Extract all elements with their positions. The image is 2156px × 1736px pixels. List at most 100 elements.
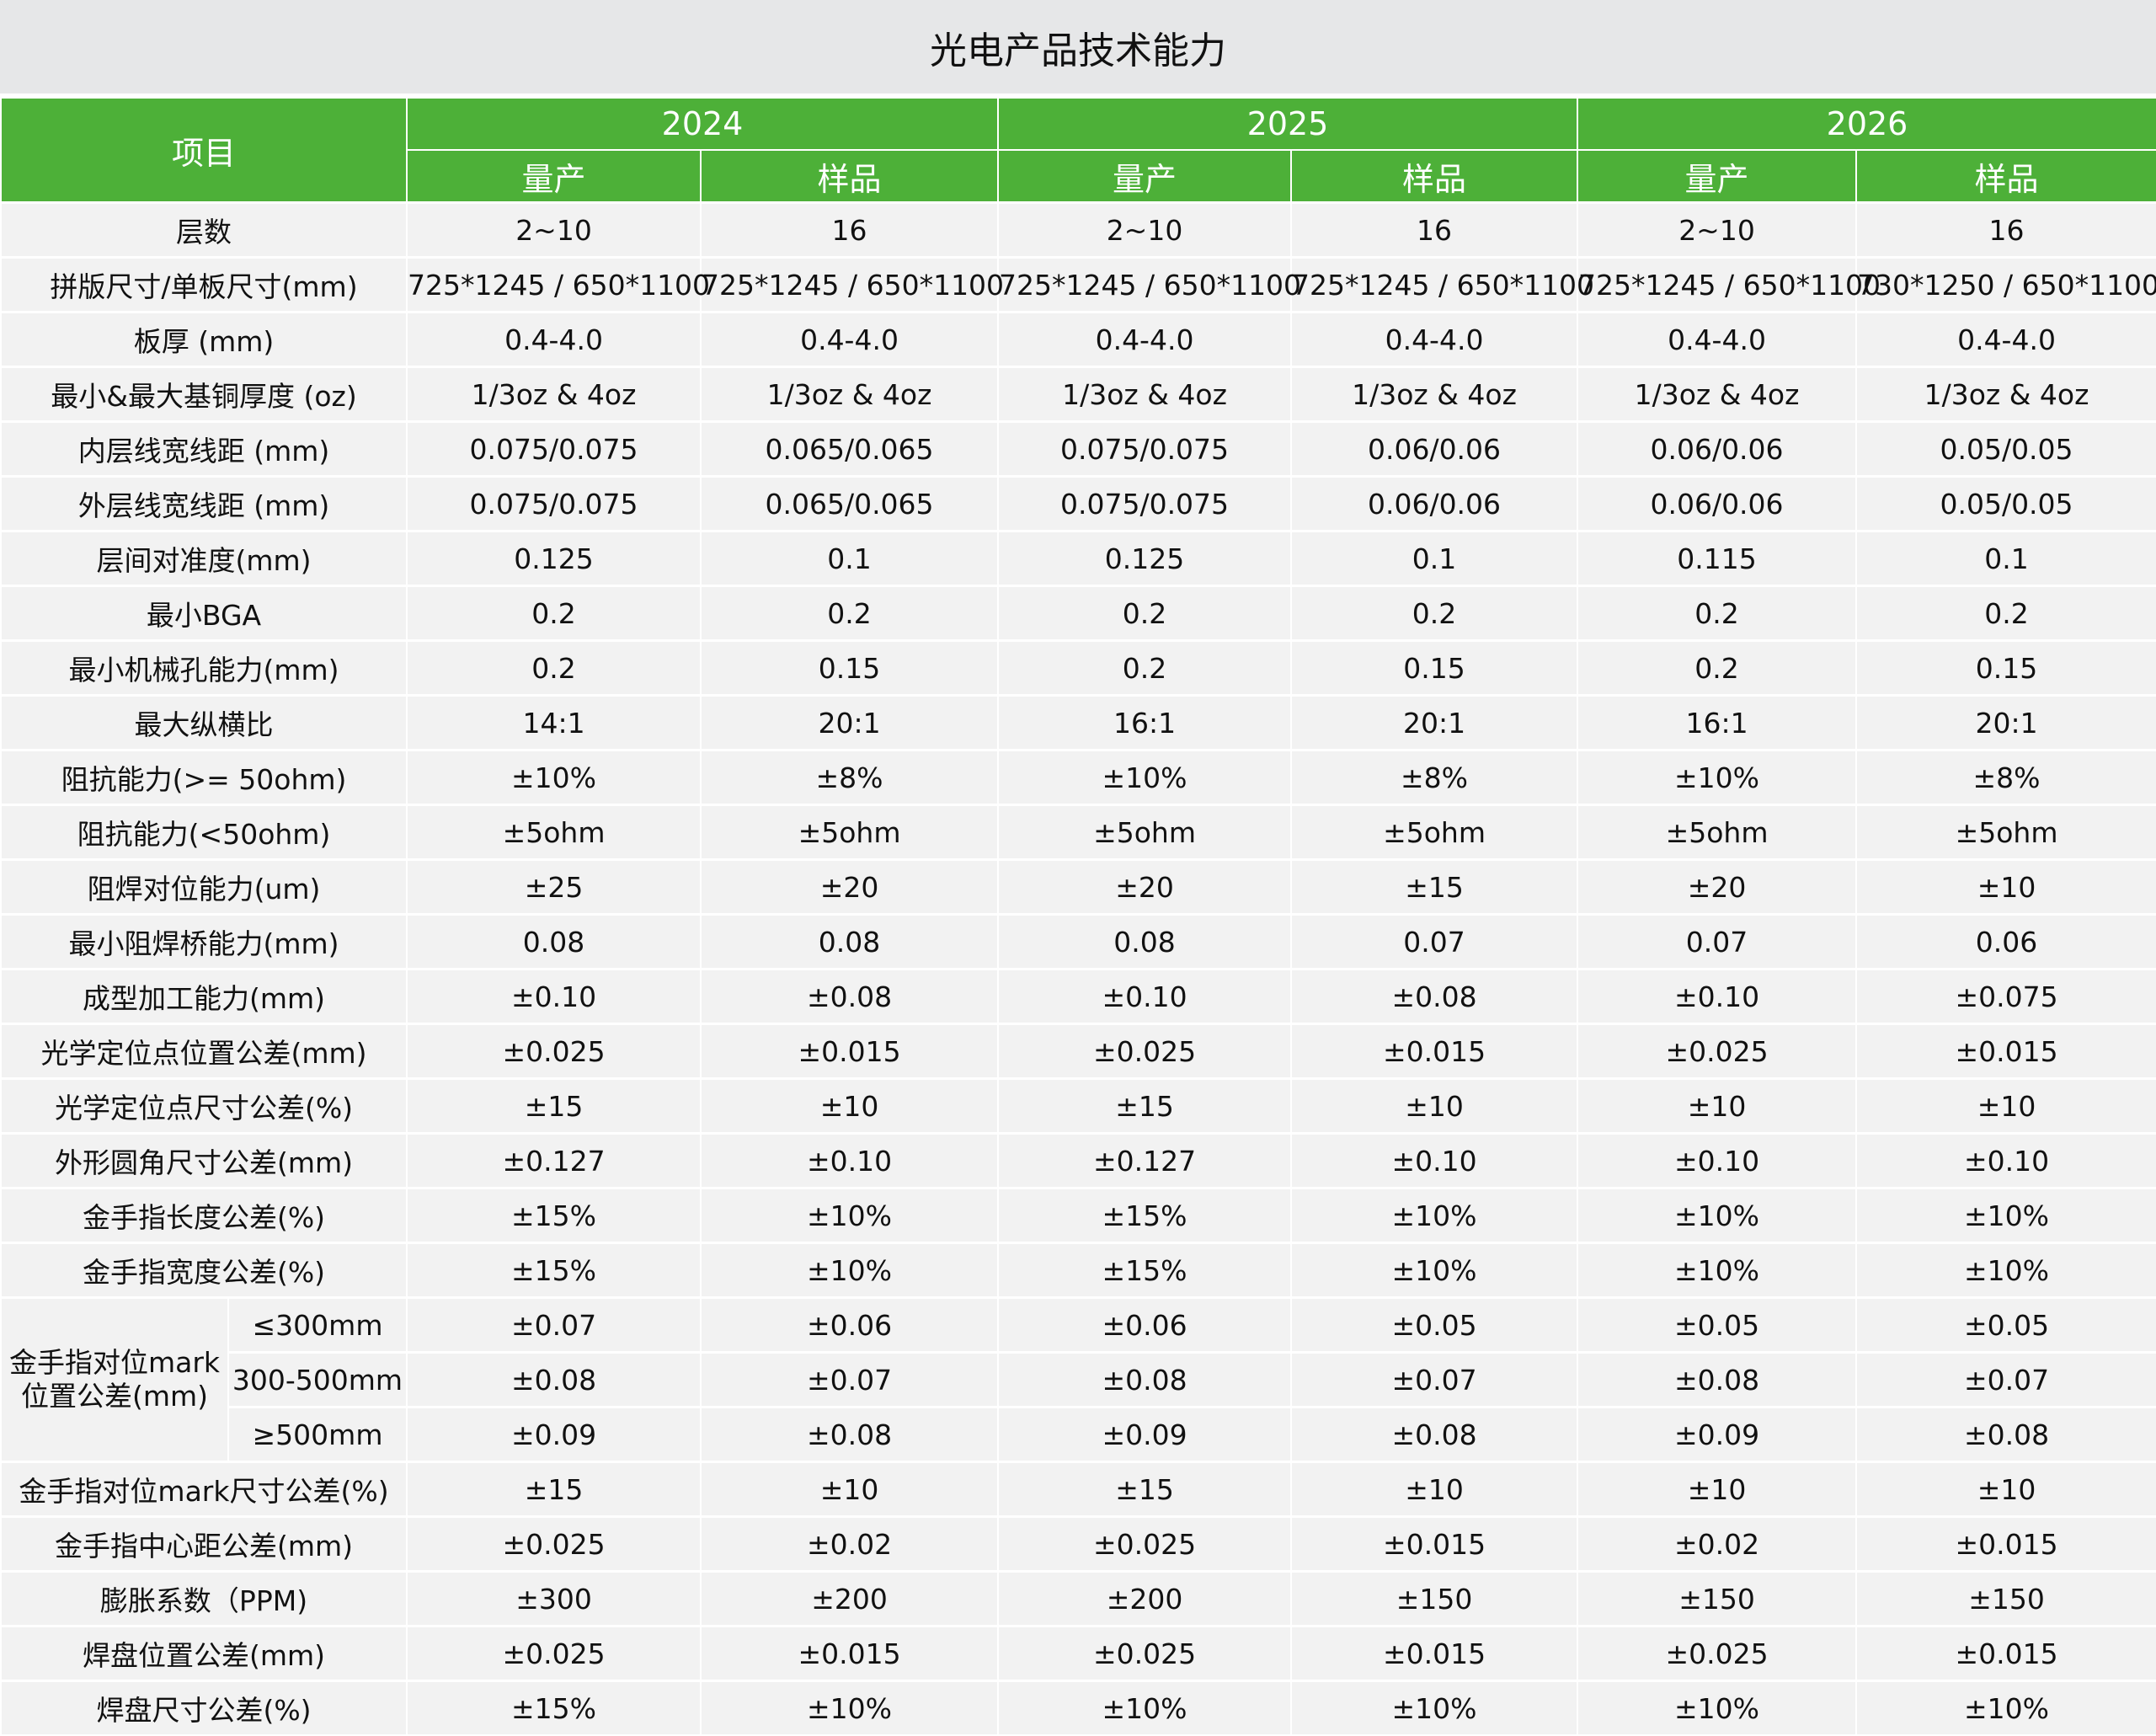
table-row: 金手指对位mark尺寸公差(%) ±15 ±10 ±15 ±10 ±10 ±10: [0, 1461, 2156, 1518]
cell-value: 0.2: [997, 639, 1293, 697]
cell-value: 1/3oz & 4oz: [406, 366, 702, 423]
cell-value: 0.125: [406, 530, 702, 587]
cell-value: 1/3oz & 4oz: [700, 366, 1000, 423]
header-sub: 样品: [1855, 149, 2156, 204]
cell-value: 0.07: [1290, 913, 1579, 970]
cell-value: ±5ohm: [700, 804, 1000, 861]
cell-value: 0.075/0.075: [997, 475, 1293, 532]
cell-value: ±0.025: [406, 1023, 702, 1080]
cell-value: ±0.09: [406, 1406, 702, 1463]
cell-value: ±0.10: [406, 968, 702, 1025]
cell-value: ±0.015: [1855, 1515, 2156, 1573]
cell-value: ±5ohm: [1577, 804, 1858, 861]
row-label: 最小阻焊桥能力(mm): [0, 913, 408, 970]
table-row: 金手指对位mark位置公差(mm) ≤300mm ±0.07 ±0.06 ±0.06 ±0…: [0, 1296, 2156, 1463]
cell-value: ±0.08: [700, 968, 1000, 1025]
cell-value: ±0.015: [700, 1625, 1000, 1682]
cell-value: 0.2: [700, 585, 1000, 642]
cell-value: 20:1: [1290, 694, 1579, 751]
cell-value: 0.2: [1577, 639, 1858, 697]
cell-value: 1/3oz & 4oz: [1855, 366, 2156, 423]
cell-value: 725*1245 / 650*1100: [997, 256, 1301, 313]
cell-value: ±15: [997, 1077, 1293, 1135]
cell-value: 20:1: [700, 694, 1000, 751]
cell-value: ±0.015: [1290, 1023, 1579, 1080]
cell-value: 0.06/0.06: [1290, 420, 1579, 478]
cell-value: 2~10: [406, 201, 702, 259]
cell-value: ±0.10: [1855, 1132, 2156, 1189]
cell-value: ±0.10: [1290, 1132, 1579, 1189]
row-label: 板厚 (mm): [0, 311, 408, 368]
cell-value: 0.2: [997, 585, 1293, 642]
cell-value: 0.2: [406, 585, 702, 642]
cell-value: ±150: [1855, 1570, 2156, 1627]
cell-value: 0.06/0.06: [1290, 475, 1579, 532]
cell-value: ±0.08: [997, 1351, 1293, 1408]
cell-value: ±0.025: [406, 1515, 702, 1573]
cell-value: 0.2: [406, 639, 702, 697]
cell-value: ±25: [406, 858, 702, 916]
cell-value: 16:1: [1577, 694, 1858, 751]
group-label: 金手指对位mark位置公差(mm): [0, 1296, 229, 1463]
cell-value: 0.115: [1577, 530, 1858, 587]
row-label: 最小BGA: [0, 585, 408, 642]
row-label: 金手指长度公差(%): [0, 1187, 408, 1244]
cell-value: 16: [1290, 201, 1579, 259]
row-label: 金手指中心距公差(mm): [0, 1515, 408, 1573]
cell-value: ±0.07: [1290, 1351, 1579, 1408]
row-label: 光学定位点尺寸公差(%): [0, 1077, 408, 1135]
cell-value: ±8%: [1855, 749, 2156, 806]
table-row: ≥500mm ±0.09 ±0.08 ±0.09 ±0.08 ±0.09 ±0.08: [1, 1406, 2156, 1463]
cell-value: 0.05/0.05: [1855, 475, 2156, 532]
cell-value: ±0.10: [700, 1132, 1000, 1189]
cell-value: 0.065/0.065: [700, 420, 1000, 478]
cell-value: 0.1: [1855, 530, 2156, 587]
header-sub: 量产: [406, 149, 702, 204]
cell-value: ±15: [406, 1461, 702, 1518]
cell-value: 16: [1855, 201, 2156, 259]
cell-value: ±10: [700, 1461, 1000, 1518]
cell-value: ±0.10: [1577, 1132, 1858, 1189]
cell-value: ±0.015: [1855, 1625, 2156, 1682]
table-row: 金手指中心距公差(mm) ±0.025 ±0.02 ±0.025 ±0.015 ±0.02…: [0, 1515, 2156, 1573]
table-row: 焊盘位置公差(mm) ±0.025 ±0.015 ±0.025 ±0.015 ±0.025…: [0, 1625, 2156, 1682]
cell-value: ±0.08: [1577, 1351, 1858, 1408]
cell-value: ±0.025: [1577, 1023, 1858, 1080]
cell-value: 0.15: [1855, 639, 2156, 697]
cell-value: ±0.025: [406, 1625, 702, 1682]
row-label: 阻焊对位能力(um): [0, 858, 408, 916]
table-row: 内层线宽线距 (mm) 0.075/0.075 0.065/0.065 0.075/0…: [0, 420, 2156, 478]
header-sub: 样品: [700, 149, 1000, 204]
cell-value: ±10: [1577, 1077, 1858, 1135]
cell-value: 20:1: [1855, 694, 2156, 751]
cell-value: 0.08: [700, 913, 1000, 970]
table-row: 光学定位点位置公差(mm) ±0.025 ±0.015 ±0.025 ±0.015 ±0.…: [0, 1023, 2156, 1080]
cell-value: ±0.10: [997, 968, 1293, 1025]
table-row: 层间对准度(mm) 0.125 0.1 0.125 0.1 0.115 0.1: [0, 530, 2156, 587]
cell-value: ±200: [997, 1570, 1293, 1627]
row-label: 内层线宽线距 (mm): [0, 420, 408, 478]
row-label: 焊盘位置公差(mm): [0, 1625, 408, 1682]
cell-value: ±0.075: [1855, 968, 2156, 1025]
cell-value: 14:1: [406, 694, 702, 751]
cell-value: ±15: [1290, 858, 1579, 916]
cell-value: ±10%: [1290, 1187, 1579, 1244]
row-label: 最小机械孔能力(mm): [0, 639, 408, 697]
table-row: 板厚 (mm) 0.4-4.0 0.4-4.0 0.4-4.0 0.4-4.0 0.4-4…: [0, 311, 2156, 368]
header-sub: 样品: [1290, 149, 1579, 204]
cell-value: ±5ohm: [1855, 804, 2156, 861]
cell-value: ±15%: [406, 1187, 702, 1244]
cell-value: 725*1245 / 650*1100: [700, 256, 1004, 313]
cell-value: 0.06: [1855, 913, 2156, 970]
cell-value: 0.075/0.075: [406, 475, 702, 532]
cell-value: ±10%: [1577, 749, 1858, 806]
cell-value: ±0.015: [1290, 1515, 1579, 1573]
table-row: 膨胀系数（PPM) ±300 ±200 ±200 ±150 ±150 ±150: [0, 1570, 2156, 1627]
cell-value: 16:1: [997, 694, 1293, 751]
header-sub: 量产: [1577, 149, 1858, 204]
cell-value: ±10%: [997, 749, 1293, 806]
cell-value: ±8%: [700, 749, 1000, 806]
cell-value: ±0.08: [406, 1351, 702, 1408]
cell-value: 0.125: [997, 530, 1293, 587]
cell-value: 0.15: [1290, 639, 1579, 697]
